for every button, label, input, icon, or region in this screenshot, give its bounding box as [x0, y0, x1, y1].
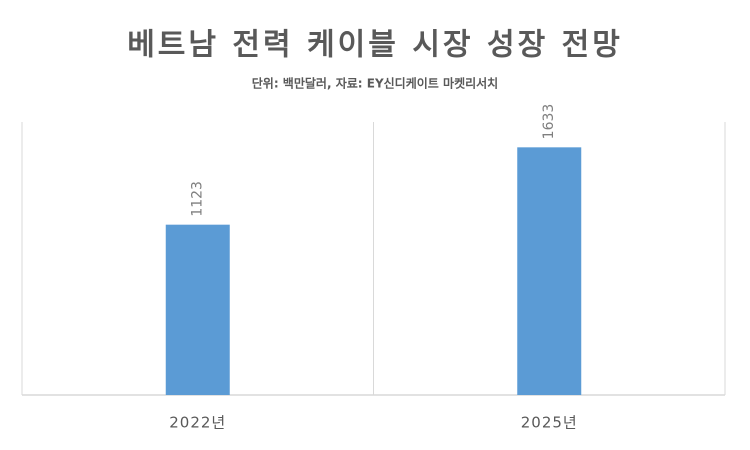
bar — [517, 147, 582, 395]
chart-subtitle: 단위: 백만달러, 자료: EY신디케이트 마켓리서치 — [252, 76, 498, 91]
data-label: 1123 — [190, 181, 206, 217]
data-label: 1633 — [541, 104, 557, 140]
bar — [165, 224, 230, 395]
chart-title: 베트남 전력 케이블 시장 성장 전망 — [127, 28, 623, 63]
x-tick-label: 2022년 — [169, 414, 226, 432]
x-tick-label: 2025년 — [521, 414, 578, 432]
